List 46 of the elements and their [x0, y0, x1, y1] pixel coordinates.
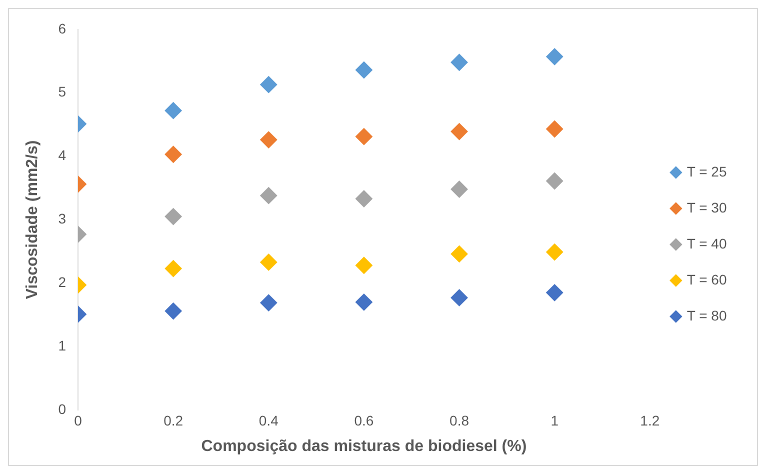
y-tick-label: 6	[58, 20, 66, 36]
point	[546, 120, 564, 138]
x-tick-label: 1	[550, 412, 559, 428]
point	[546, 244, 564, 261]
x-tick-label: 0.6	[354, 412, 374, 428]
legend-label: T = 25	[686, 163, 727, 180]
point	[164, 302, 182, 320]
x-tick-label: 0	[74, 412, 82, 428]
point	[450, 54, 468, 71]
x-tick-label: 0.4	[258, 412, 279, 428]
point	[450, 180, 468, 198]
y-tick-label: 0	[58, 400, 66, 417]
point	[355, 62, 372, 78]
point	[260, 294, 278, 312]
y-tick-label: 5	[58, 84, 66, 100]
x-tick-label: 0.2	[164, 412, 184, 428]
point	[355, 190, 372, 208]
point	[164, 260, 182, 278]
point	[260, 187, 278, 204]
point	[260, 76, 278, 94]
point	[260, 131, 278, 148]
point	[355, 256, 372, 274]
point	[546, 284, 564, 302]
point	[546, 172, 564, 190]
y-tick-label: 1	[58, 337, 66, 354]
y-tick-label: 4	[58, 147, 66, 164]
point	[546, 48, 564, 66]
point	[164, 102, 182, 120]
point	[450, 289, 468, 306]
legend-label: T = 80	[686, 307, 727, 324]
y-axis-title: Viscosidade (mm2/s)	[24, 140, 42, 300]
y-tick-label: 2	[58, 274, 66, 290]
legend-label: T = 30	[686, 199, 727, 216]
point	[450, 123, 468, 140]
x-tick-label: 0.8	[450, 412, 470, 428]
point	[355, 294, 372, 311]
x-tick-label: 1.2	[640, 412, 660, 428]
point	[164, 208, 182, 226]
point	[164, 146, 182, 163]
x-axis-title: Composição das misturas de biodiesel (%)	[201, 438, 527, 455]
y-tick-label: 3	[58, 210, 66, 227]
point	[260, 254, 278, 271]
legend-label: T = 40	[686, 235, 727, 252]
point	[355, 128, 372, 146]
point	[450, 245, 468, 262]
legend-label: T = 60	[686, 271, 727, 288]
